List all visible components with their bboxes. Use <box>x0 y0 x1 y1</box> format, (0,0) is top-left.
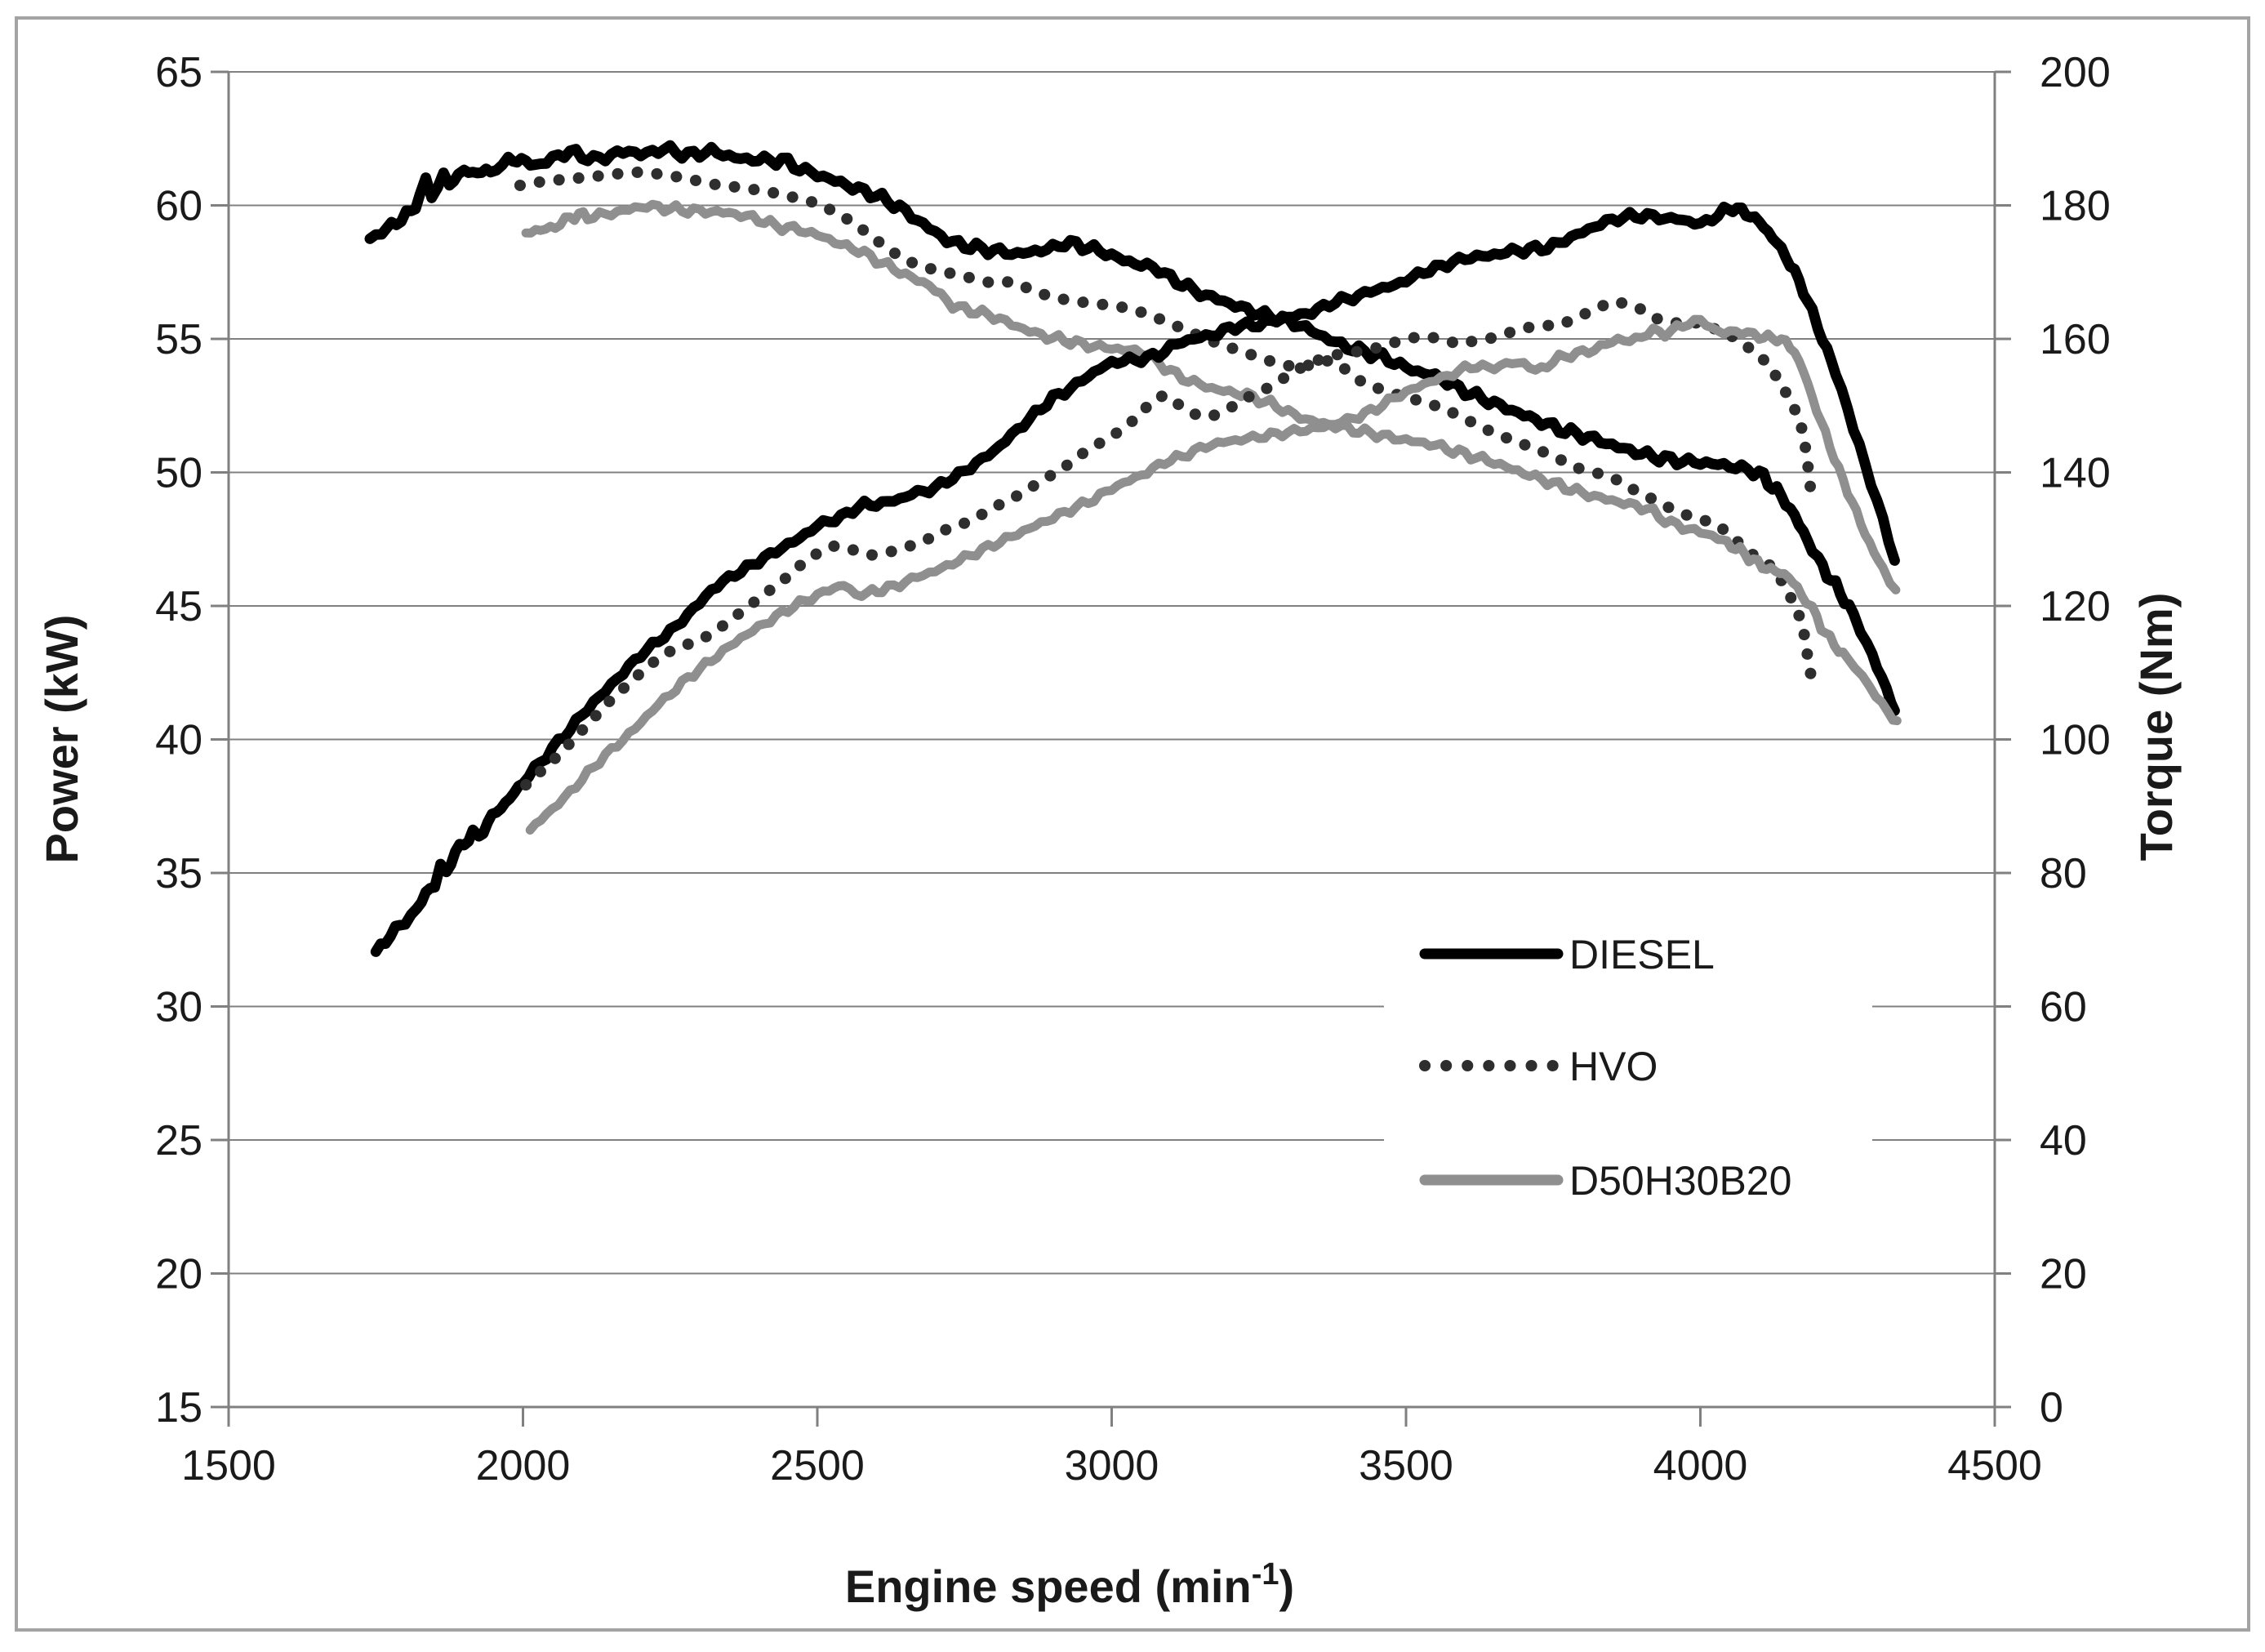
right-tick-label: 0 <box>2040 1384 2063 1432</box>
x-tick-label: 2500 <box>770 1442 865 1489</box>
legend-label-diesel: DIESEL <box>1569 932 1715 977</box>
right-tick-label: 160 <box>2040 316 2111 363</box>
right-tick-label: 60 <box>2040 984 2087 1031</box>
left-tick-label: 20 <box>155 1251 202 1298</box>
right-tick-label: 40 <box>2040 1117 2087 1164</box>
x-tick-label: 4500 <box>1947 1442 2042 1489</box>
figure-border <box>15 16 2250 1632</box>
right-tick-label: 180 <box>2040 183 2111 230</box>
left-tick-label: 35 <box>155 850 202 897</box>
left-tick-label: 30 <box>155 984 202 1031</box>
left-tick-label: 60 <box>155 183 202 230</box>
left-tick-label: 50 <box>155 450 202 497</box>
left-tick-label: 25 <box>155 1117 202 1164</box>
series-diesel-power <box>370 201 1900 957</box>
x-tick-label: 3000 <box>1065 1442 1159 1489</box>
right-tick-label: 80 <box>2040 850 2087 897</box>
x-axis-title: Engine speed (min-1) <box>845 1557 1294 1612</box>
left-tick-label: 55 <box>155 316 202 363</box>
left-tick-label: 65 <box>155 49 202 96</box>
x-tick-label: 4000 <box>1653 1442 1748 1489</box>
left-tick-label: 45 <box>155 583 202 630</box>
legend-label-hvo: HVO <box>1569 1044 1658 1089</box>
right-tick-label: 120 <box>2040 583 2111 630</box>
right-tick-label: 20 <box>2040 1251 2087 1298</box>
left-tick-label: 40 <box>155 717 202 764</box>
left-tick-label: 15 <box>155 1384 202 1432</box>
right-tick-label: 200 <box>2040 49 2111 96</box>
left-axis-title: Power (kW) <box>36 615 87 864</box>
x-tick-label: 3500 <box>1359 1442 1453 1489</box>
legend-label-d50h30b20: D50H30B20 <box>1569 1158 1791 1204</box>
right-tick-label: 100 <box>2040 717 2111 764</box>
series-hvo-torque <box>514 166 1819 699</box>
series-hvo-power <box>520 296 1818 791</box>
series-diesel-torque <box>364 140 1900 716</box>
series-d50-torque <box>521 199 1902 726</box>
right-tick-label: 140 <box>2040 450 2111 497</box>
x-tick-label: 2000 <box>476 1442 571 1489</box>
right-axis-title: Torque (Nm) <box>2130 593 2182 862</box>
x-tick-label: 1500 <box>181 1442 276 1489</box>
series-d50-power <box>525 314 1901 835</box>
